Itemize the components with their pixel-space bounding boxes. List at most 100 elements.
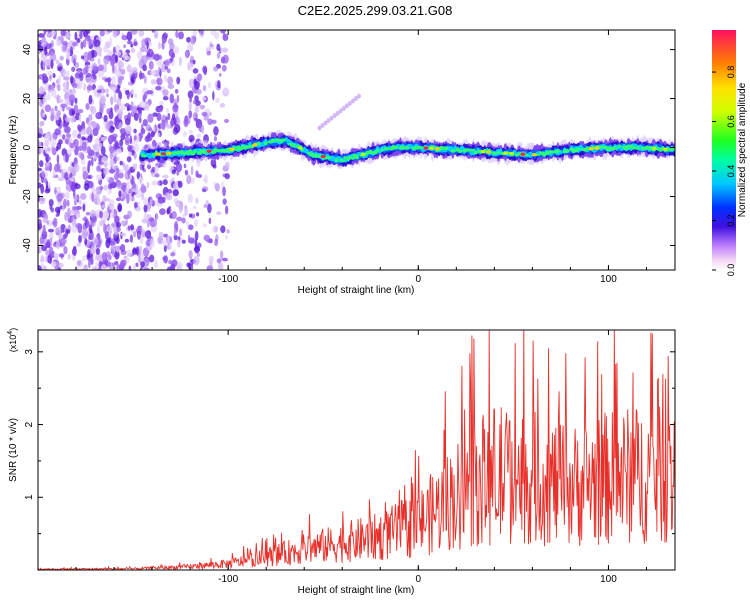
ridge-blob	[528, 151, 533, 158]
ridge-blob	[380, 148, 384, 152]
noise-dot	[156, 77, 163, 86]
noise-dot	[99, 210, 103, 219]
noise-dot	[99, 95, 106, 104]
snr-ylabel: SNR (10 * v/v)	[8, 418, 19, 482]
ridge-hotspot	[531, 153, 537, 157]
noise-dot	[46, 58, 52, 65]
noise-dot	[138, 116, 142, 124]
noise-dot	[219, 103, 226, 108]
noise-dot	[140, 253, 145, 263]
noise-dot	[114, 173, 120, 181]
x-tick-label: -100	[218, 274, 238, 285]
noise-dot	[51, 145, 55, 154]
noise-dot	[56, 39, 62, 47]
noise-dot	[190, 35, 196, 45]
spectrogram-frame	[37, 29, 676, 271]
colorbar-tick-label: 0.6	[726, 115, 736, 128]
noise-dot	[130, 48, 136, 53]
ridge-blob	[270, 138, 275, 143]
noise-dot	[196, 252, 200, 257]
noise-dot	[212, 91, 215, 101]
noise-dot	[63, 233, 67, 240]
ridge-blob	[617, 144, 622, 148]
noise-dot	[130, 224, 135, 231]
noise-dot	[115, 88, 121, 94]
ridge-blob	[491, 151, 497, 155]
noise-dot	[74, 199, 77, 206]
ridge-blob	[334, 158, 339, 162]
noise-dot	[192, 68, 199, 74]
noise-dot	[71, 66, 76, 72]
noise-dot	[58, 253, 65, 258]
noise-dot	[49, 31, 57, 36]
noise-dot	[54, 95, 61, 100]
noise-dot	[38, 167, 43, 172]
noise-dot	[169, 241, 172, 251]
ridge-blob	[263, 141, 268, 146]
noise-dot	[323, 120, 328, 126]
noise-dot	[75, 182, 78, 187]
ridge-blob	[282, 138, 286, 142]
noise-dot	[38, 218, 42, 227]
noise-dot	[116, 264, 122, 270]
noise-dot	[208, 81, 211, 89]
noise-dot	[317, 125, 322, 131]
noise-dot	[190, 165, 194, 176]
noise-dot	[115, 236, 120, 244]
noise-dot	[125, 219, 128, 226]
noise-dot	[95, 248, 100, 255]
noise-dot	[62, 81, 69, 89]
noise-dot	[194, 218, 199, 227]
noise-dot	[86, 85, 93, 91]
noise-dot	[140, 46, 147, 53]
noise-dot	[353, 96, 358, 102]
noise-dot	[90, 257, 94, 266]
noise-dot	[140, 261, 145, 268]
noise-dot	[95, 252, 101, 261]
noise-dot	[199, 104, 206, 110]
noise-dot	[208, 217, 212, 225]
noise-dot	[177, 239, 181, 248]
noise-dot	[140, 129, 144, 139]
ridge-hotspot	[160, 152, 166, 156]
noise-dot	[111, 75, 116, 86]
noise-dot	[193, 255, 200, 266]
noise-dot	[158, 42, 161, 50]
noise-dot	[81, 121, 86, 127]
noise-dot	[162, 233, 169, 238]
noise-dot	[193, 117, 199, 122]
noise-dot	[47, 156, 51, 161]
noise-dot	[93, 39, 101, 48]
noise-dot	[40, 255, 45, 260]
noise-dot	[61, 45, 67, 53]
noise-dot	[119, 128, 127, 135]
noise-dot	[101, 251, 108, 262]
noise-dot	[72, 41, 78, 47]
noise-dot	[53, 35, 57, 40]
noise-dot	[176, 94, 180, 103]
ridge-hotspot	[166, 151, 172, 156]
noise-dot	[58, 139, 63, 145]
noise-dot	[143, 75, 147, 84]
noise-dot	[38, 265, 42, 270]
noise-dot	[173, 228, 177, 237]
noise-dot	[58, 232, 62, 240]
noise-dot	[162, 89, 169, 97]
noise-dot	[89, 229, 93, 234]
noise-dot	[219, 250, 224, 260]
noise-dot	[96, 151, 100, 159]
ridge-blob	[555, 149, 561, 153]
noise-dot	[186, 174, 192, 185]
noise-dot	[133, 135, 137, 141]
noise-dot	[194, 230, 199, 241]
noise-dot	[109, 145, 115, 154]
noise-dot	[213, 126, 219, 136]
noise-dot	[78, 152, 84, 159]
noise-dot	[67, 149, 72, 156]
noise-dot	[87, 120, 92, 129]
ridge-blob	[404, 146, 411, 150]
noise-dot	[106, 120, 111, 131]
noise-dot	[88, 159, 92, 167]
noise-dot	[147, 205, 151, 213]
noise-dot	[90, 120, 97, 129]
